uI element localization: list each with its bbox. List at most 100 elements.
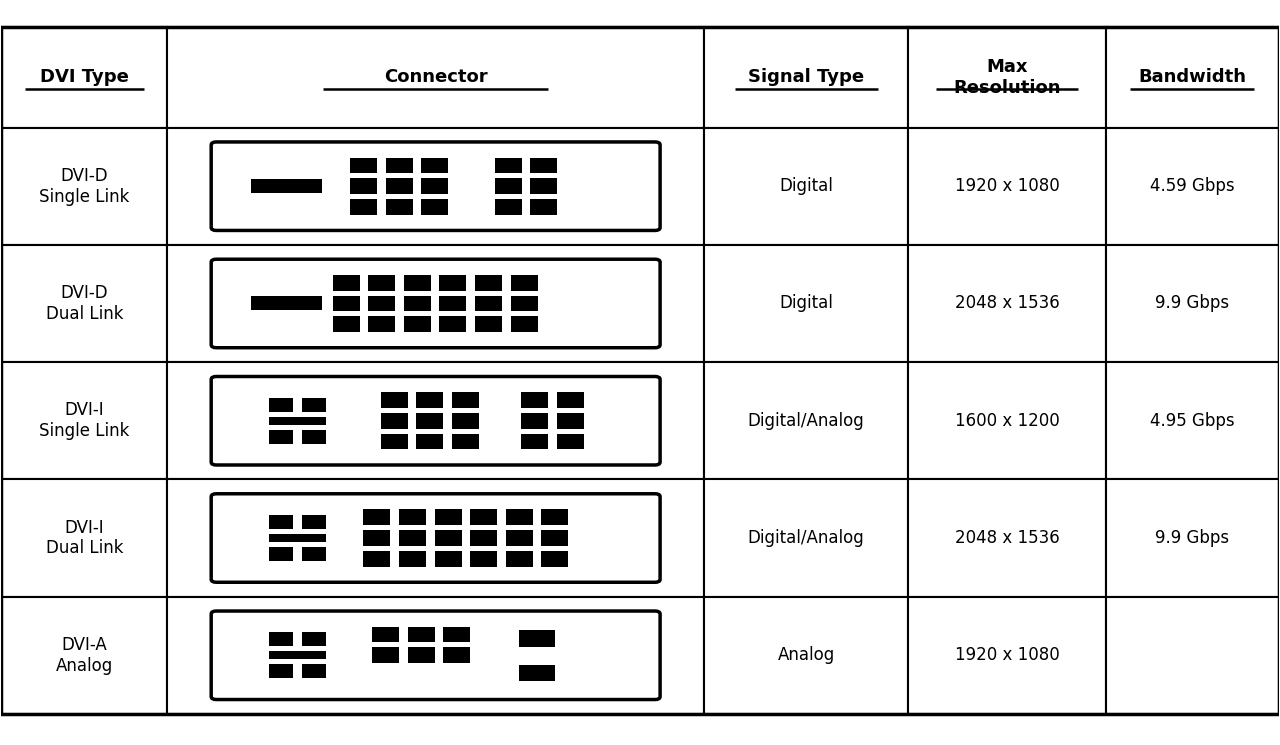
Bar — [372, 647, 399, 663]
Bar — [439, 275, 466, 291]
Bar — [302, 547, 326, 561]
FancyBboxPatch shape — [211, 611, 660, 700]
Bar — [506, 551, 532, 566]
Text: Bandwidth: Bandwidth — [1138, 69, 1247, 86]
Text: Digital: Digital — [780, 177, 833, 195]
Bar — [495, 178, 522, 194]
Text: Signal Type: Signal Type — [748, 69, 864, 86]
Bar — [351, 158, 378, 174]
Bar — [521, 413, 548, 428]
Text: 2048 x 1536: 2048 x 1536 — [955, 529, 1060, 547]
Bar — [439, 296, 466, 311]
Bar — [470, 551, 497, 566]
Bar — [399, 551, 426, 566]
Text: 4.95 Gbps: 4.95 Gbps — [1151, 412, 1235, 430]
Text: 2048 x 1536: 2048 x 1536 — [955, 294, 1060, 312]
Bar — [269, 651, 326, 659]
Bar — [416, 392, 443, 408]
Bar — [1106, 597, 1279, 714]
Text: DVI-D
Single Link: DVI-D Single Link — [40, 167, 129, 206]
Bar — [541, 530, 568, 546]
Bar — [1, 127, 168, 245]
Bar — [369, 275, 396, 291]
FancyBboxPatch shape — [211, 494, 660, 583]
Bar — [541, 551, 568, 566]
Bar — [909, 597, 1106, 714]
Bar — [385, 178, 412, 194]
Bar — [704, 479, 909, 597]
Bar — [302, 515, 326, 529]
Bar — [416, 413, 443, 428]
Bar — [1, 362, 168, 479]
Bar — [372, 627, 399, 642]
Bar — [333, 317, 360, 332]
Bar — [443, 627, 470, 642]
Text: Analog: Analog — [777, 646, 835, 665]
Bar — [506, 510, 532, 525]
Text: Connector: Connector — [384, 69, 488, 86]
Bar — [364, 551, 390, 566]
Bar — [403, 317, 431, 332]
Bar — [251, 180, 321, 193]
Bar — [168, 597, 704, 714]
Bar — [511, 296, 538, 311]
Bar — [530, 178, 558, 194]
Bar — [364, 530, 390, 546]
Bar — [385, 158, 412, 174]
Bar — [1106, 127, 1279, 245]
Text: 1600 x 1200: 1600 x 1200 — [955, 412, 1060, 430]
Bar — [269, 417, 326, 425]
Bar — [1106, 28, 1279, 127]
Bar — [251, 297, 321, 311]
Bar — [443, 647, 470, 663]
Bar — [369, 317, 396, 332]
Bar — [909, 362, 1106, 479]
Bar — [452, 392, 479, 408]
Bar — [557, 434, 584, 449]
Text: 9.9 Gbps: 9.9 Gbps — [1156, 529, 1230, 547]
Bar — [909, 245, 1106, 362]
Bar — [704, 362, 909, 479]
Bar — [1, 479, 168, 597]
Text: Digital: Digital — [780, 294, 833, 312]
Bar — [416, 434, 443, 449]
Text: DVI-I
Single Link: DVI-I Single Link — [40, 402, 129, 440]
Text: DVI-A
Analog: DVI-A Analog — [56, 636, 113, 675]
Text: 4.59 Gbps: 4.59 Gbps — [1151, 177, 1235, 195]
Text: 1920 x 1080: 1920 x 1080 — [955, 646, 1060, 665]
Bar — [909, 479, 1106, 597]
Bar — [302, 398, 326, 412]
FancyBboxPatch shape — [211, 376, 660, 465]
Bar — [403, 296, 431, 311]
Bar — [333, 296, 360, 311]
Text: DVI Type: DVI Type — [40, 69, 129, 86]
Bar — [434, 551, 462, 566]
Bar — [351, 178, 378, 194]
Bar — [452, 413, 479, 428]
Bar — [1106, 479, 1279, 597]
Bar — [557, 413, 584, 428]
Bar — [269, 515, 293, 529]
FancyBboxPatch shape — [211, 259, 660, 348]
Bar — [470, 530, 497, 546]
Text: Digital/Analog: Digital/Analog — [748, 412, 864, 430]
Bar — [333, 275, 360, 291]
Bar — [541, 510, 568, 525]
Bar — [381, 434, 408, 449]
Bar — [511, 275, 538, 291]
Bar — [909, 127, 1106, 245]
Bar — [269, 398, 293, 412]
Bar — [909, 28, 1106, 127]
Bar — [1106, 245, 1279, 362]
Bar — [495, 199, 522, 215]
Bar — [518, 665, 556, 681]
Bar — [521, 392, 548, 408]
Text: 1920 x 1080: 1920 x 1080 — [955, 177, 1060, 195]
Bar — [1, 245, 168, 362]
Bar — [269, 665, 293, 679]
Bar — [475, 296, 502, 311]
Bar — [168, 479, 704, 597]
Bar — [168, 127, 704, 245]
Bar — [518, 630, 556, 647]
Bar — [704, 597, 909, 714]
